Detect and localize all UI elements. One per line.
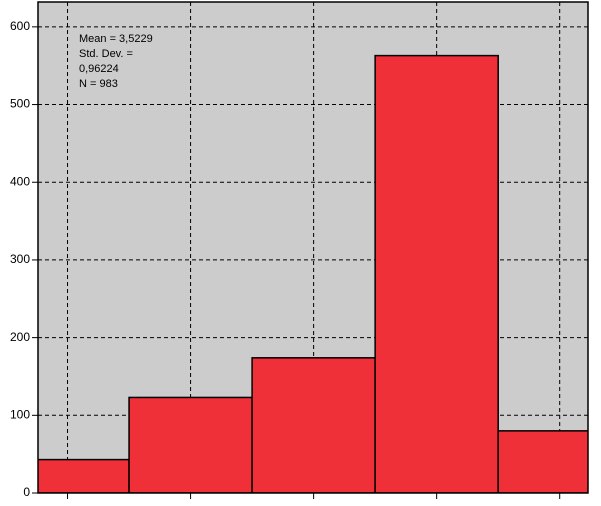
- y-tick-label: 500: [10, 97, 30, 111]
- bar: [128, 396, 253, 493]
- annotations: Mean = 3,5229 Std. Dev. = 0,96224 N = 983: [79, 33, 153, 90]
- y-tick-label: 600: [10, 19, 30, 33]
- y-tick-label: 300: [10, 252, 30, 266]
- annotation: Mean = 3,5229: [79, 33, 153, 45]
- bar: [251, 357, 376, 493]
- plot-frame: [37, 1, 589, 494]
- annotation: Std. Dev. =: [79, 48, 133, 60]
- y-tick-label: 400: [10, 174, 30, 188]
- bars: [38, 54, 588, 493]
- bar: [497, 430, 588, 493]
- bar: [374, 54, 499, 493]
- ticks: 0 100 200 300 400 500 600: [10, 19, 561, 499]
- annotation: 0,96224: [79, 63, 119, 75]
- y-tick-label: 0: [23, 485, 30, 499]
- annotation: N = 983: [79, 78, 118, 90]
- y-tick-label: 100: [10, 407, 30, 421]
- y-tick-label: 200: [10, 330, 30, 344]
